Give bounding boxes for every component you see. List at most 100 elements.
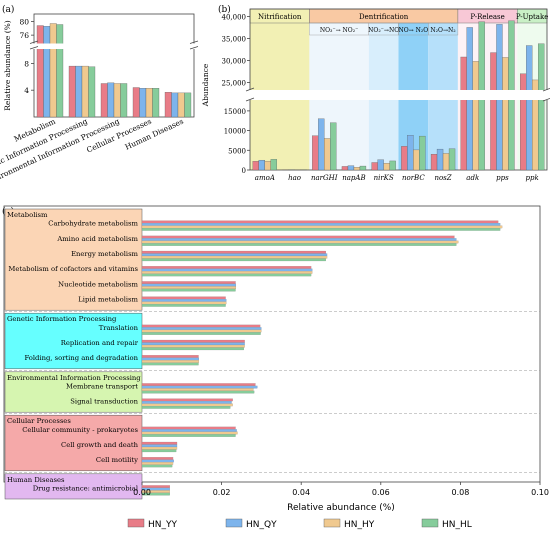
axis-break-mark — [189, 46, 199, 50]
bar-b — [258, 159, 266, 171]
bar-b — [490, 52, 497, 171]
x-tick-label: 0.10 — [531, 488, 549, 497]
bar-c — [141, 266, 312, 269]
pathway-label: Lipid metabolism — [78, 296, 138, 304]
legend-label: HN_HL — [442, 520, 472, 530]
bar-c — [141, 492, 170, 496]
x-tick-label: ppk — [526, 174, 539, 182]
bar-b — [448, 148, 456, 171]
bar-a — [145, 88, 153, 118]
bar-a — [184, 92, 192, 118]
category-box — [4, 371, 143, 413]
subgroup-box — [428, 22, 459, 36]
bar-c — [141, 441, 178, 445]
y-axis-label: Relative abundance (%) — [3, 20, 12, 111]
bar-c — [141, 327, 262, 330]
bar-c — [141, 223, 501, 226]
subgroup-label: NO₂⁻→NO — [368, 27, 399, 34]
group-header-label: Dentrification — [359, 13, 409, 21]
x-tick-label: adk — [466, 174, 479, 182]
bar-c — [141, 296, 226, 300]
category-label: Metabolism — [7, 211, 48, 219]
legend-swatch — [225, 518, 243, 528]
legend-swatch — [323, 518, 341, 528]
bar-c — [141, 390, 255, 394]
y-axis-label: Abundance — [201, 63, 210, 107]
bar-b — [436, 148, 444, 171]
bar-c — [141, 329, 262, 333]
bar-c — [141, 304, 226, 307]
bar-b — [419, 135, 426, 171]
bar-b — [359, 165, 367, 171]
bar-c — [141, 271, 313, 274]
bar-a — [171, 92, 179, 118]
x-tick-label: narGHI — [311, 174, 338, 182]
bar-b — [318, 118, 325, 171]
bar-c — [141, 355, 199, 358]
bar-a — [100, 83, 108, 118]
bar-b — [520, 73, 527, 171]
bar-b — [347, 165, 355, 171]
bar-c — [141, 220, 499, 224]
y-tick-label: 40,000 — [222, 13, 247, 21]
pathway-label: Drug resistance: antimicrobial — [33, 484, 138, 492]
bar-b — [460, 56, 467, 171]
axis-break-gap — [30, 43, 198, 49]
bar-b — [371, 162, 378, 171]
panel-label-a: (a) — [2, 4, 14, 15]
bar-c — [141, 235, 455, 239]
bar-c — [141, 462, 174, 465]
x-tick-label: hao — [288, 174, 301, 182]
bar-c — [141, 324, 261, 328]
bar-a — [120, 83, 128, 118]
bar-b — [430, 154, 438, 171]
legend-label: HN_YY — [148, 520, 177, 530]
bar-a — [164, 92, 172, 118]
bar-b — [526, 45, 533, 171]
bar-c — [141, 283, 237, 287]
bar-c — [141, 225, 503, 229]
pathway-label: Cell motility — [96, 456, 138, 464]
y-tick-label: 80 — [19, 17, 29, 26]
y-tick-label: 76 — [19, 31, 29, 40]
axis-break-mark — [245, 97, 255, 102]
group-header-label: P-Release — [470, 13, 504, 21]
bar-c — [141, 342, 245, 346]
bar-b — [407, 135, 414, 171]
bar-b — [442, 153, 450, 171]
x-tick-label: 0.02 — [213, 488, 231, 497]
category-box — [4, 414, 143, 472]
bar-a — [152, 88, 160, 118]
x-tick-label: 0.08 — [451, 488, 469, 497]
x-tick-label: 0.04 — [292, 488, 310, 497]
bar-c — [141, 434, 236, 437]
bar-c — [141, 401, 232, 404]
bar-c — [141, 431, 238, 435]
bar-c — [141, 301, 227, 305]
bar-c — [141, 250, 326, 254]
bar-c — [141, 255, 328, 259]
x-tick-label: 0.00 — [133, 488, 151, 497]
bar-c — [141, 286, 237, 289]
bar-b — [502, 57, 509, 171]
panel-b-chart: (b) Nitrification Dentrification P-Release P… — [201, 4, 550, 182]
legend-swatch — [421, 518, 439, 528]
axis-break-gap — [246, 90, 550, 100]
legend-swatch — [127, 518, 145, 528]
bar-c — [141, 383, 256, 386]
pathway-label: Signal transduction — [70, 398, 138, 406]
panel-label-b: (b) — [218, 4, 231, 15]
bar-c — [141, 464, 173, 468]
bar-c — [141, 459, 174, 463]
bar-c — [141, 228, 501, 231]
y-tick-label: 15000 — [224, 108, 246, 116]
category-label: Environmental Information Processing — [7, 374, 141, 382]
x-tick-label: napAB — [342, 174, 365, 182]
y-tick-label: 5000 — [228, 147, 246, 155]
legend-label: HN_QY — [246, 520, 277, 530]
bar-c — [141, 332, 261, 335]
bar-c — [141, 388, 254, 391]
bar-c — [141, 273, 312, 277]
